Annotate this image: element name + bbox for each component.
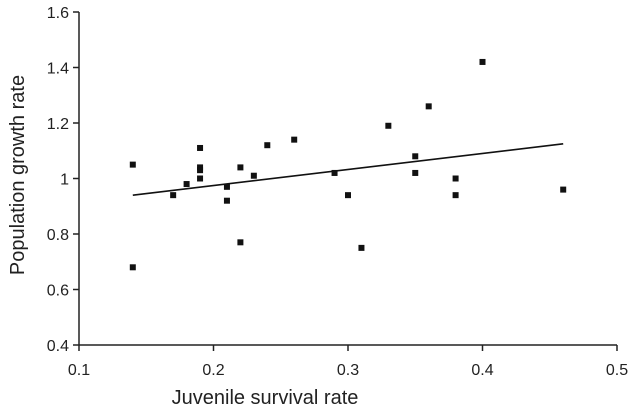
data-point [170,192,177,199]
data-point [452,192,459,199]
data-point [425,103,432,110]
data-point [291,136,298,143]
x-tick-label: 0.3 [337,362,359,379]
y-axis-ticks: 0.4 0.6 0.8 1 1.2 1.4 1.6 [47,5,79,355]
data-point [223,183,230,190]
x-tick-label: 0.4 [471,362,493,379]
y-tick-label: 1.4 [47,61,69,78]
data-point [197,175,204,182]
data-point [331,169,338,176]
data-point [358,244,365,251]
axes [78,12,617,346]
data-point [412,153,419,160]
y-tick-label: 1.2 [47,116,69,133]
x-tick-label: 0.1 [68,362,90,379]
data-point [237,239,244,246]
data-point [345,192,351,199]
y-tick-label: 1.6 [47,5,69,22]
data-point [197,167,204,174]
data-point [197,144,204,151]
data-point [264,142,271,149]
trend-line [132,143,564,196]
data-point [129,161,136,168]
y-tick-label: 0.6 [47,283,69,300]
data-point [183,181,190,188]
data-point [237,164,244,171]
data-points [129,58,567,271]
y-tick-label: 1 [60,172,69,189]
y-axis-title: Population growth rate [7,75,29,275]
data-point [452,175,459,182]
data-point [385,122,392,129]
trend-line-group [132,143,564,196]
x-axis-ticks: 0.1 0.2 0.3 0.4 0.5 [68,345,628,379]
data-point [129,264,136,271]
x-tick-label: 0.2 [202,362,224,379]
data-point [412,169,419,176]
y-tick-label: 0.4 [47,338,69,355]
y-tick-label: 0.8 [47,227,69,244]
x-tick-label: 0.5 [606,362,628,379]
x-axis-title: Juvenile survival rate [172,387,359,409]
data-point [479,58,486,65]
data-point [250,172,257,179]
data-point [560,186,567,193]
data-point [223,197,230,204]
